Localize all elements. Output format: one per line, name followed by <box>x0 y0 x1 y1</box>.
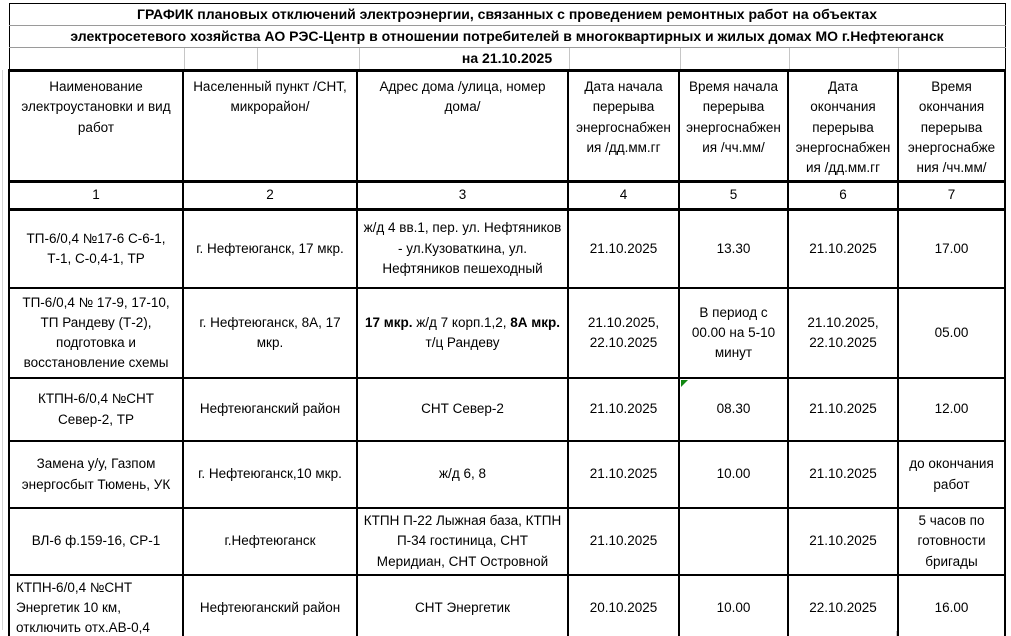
cell-date-end: 22.10.2025 <box>787 573 899 636</box>
cell-installation: ВЛ-6 ф.159-16, СР-1 <box>8 507 184 576</box>
column-number-1: 1 <box>8 180 184 211</box>
faint-gridline <box>568 48 570 69</box>
cell-settlement: г. Нефтеюганск, 8А, 17 мкр. <box>182 287 358 379</box>
table-row: КТПН-6/0,4 №СНТ Энергетик 10 км, отключи… <box>8 573 1007 636</box>
column-number-row: 1 2 3 4 5 6 7 <box>8 180 1007 211</box>
cell-installation: КТПН-6/0,4 №СНТ Север-2, ТР <box>8 377 184 442</box>
address-bold-part: 8А мкр. <box>510 314 561 330</box>
table-title-line-3: на 21.10.2025 <box>8 47 1006 72</box>
faint-gridline <box>897 48 899 69</box>
column-header-date-end: Дата окончания перерыва энергоснабжения … <box>787 68 899 183</box>
cell-time-end: до окончания работ <box>896 440 1007 509</box>
cell-date-end: 21.10.2025 <box>787 377 899 442</box>
faint-gridline <box>183 48 185 69</box>
error-indicator-triangle <box>681 380 688 387</box>
cell-date-start: 21.10.2025, 22.10.2025 <box>567 287 680 379</box>
cell-time-start: 08.30 <box>678 377 789 442</box>
column-number-7: 7 <box>896 180 1007 211</box>
address-text-part: т/ц Рандеву <box>425 335 500 350</box>
address-text-part: ж/д 7 корп.1,2, <box>412 314 511 330</box>
table-row: Замена у/у, Газпом энергосбыт Тюмень, УК… <box>8 440 1007 509</box>
cell-time-start: В период с 00.00 на 5-10 минут <box>678 287 789 379</box>
cell-date-end: 21.10.2025, 22.10.2025 <box>787 287 899 379</box>
cell-installation: Замена у/у, Газпом энергосбыт Тюмень, УК <box>8 440 184 509</box>
cell-date-end: 21.10.2025 <box>787 507 899 576</box>
cell-address: 17 мкр. ж/д 7 корп.1,2, 8А мкр. т/ц Ранд… <box>356 287 569 379</box>
table-row: ТП-6/0,4 № 17-9, 17-10, ТП Рандеву (Т-2)… <box>8 287 1007 379</box>
cell-installation: КТПН-6/0,4 №СНТ Энергетик 10 км, отключи… <box>8 573 184 636</box>
cell-time-start: 13.30 <box>678 208 789 289</box>
cell-address: СНТ Север-2 <box>356 377 569 442</box>
title-date-text: на 21.10.2025 <box>461 50 553 67</box>
faint-gridline <box>358 48 360 69</box>
cell-settlement: Нефтеюганский район <box>182 377 358 442</box>
cell-time-end: 05.00 <box>896 287 1007 379</box>
column-header-settlement: Населенный пункт /СНТ, микрорайон/ <box>182 68 358 183</box>
cell-time-start: 10.00 <box>678 440 789 509</box>
cell-address: ж/д 4 вв.1, пер. ул. Нефтяников - ул.Куз… <box>356 208 569 289</box>
cell-installation: ТП-6/0,4 № 17-9, 17-10, ТП Рандеву (Т-2)… <box>8 287 184 379</box>
cell-settlement: г. Нефтеюганск, 17 мкр. <box>182 208 358 289</box>
cell-date-start: 21.10.2025 <box>567 208 680 289</box>
faint-gridline <box>788 48 790 69</box>
table-title-line-2: электросетевого хозяйства АО РЭС-Центр в… <box>8 25 1006 48</box>
column-number-2: 2 <box>182 180 358 211</box>
column-number-6: 6 <box>787 180 899 211</box>
cell-date-start: 21.10.2025 <box>567 377 680 442</box>
sheet-gridline <box>2 70 3 630</box>
cell-settlement: Нефтеюганский район <box>182 573 358 636</box>
cell-time-end: 12.00 <box>896 377 1007 442</box>
time-start-text: 08.30 <box>716 401 751 417</box>
cell-date-start: 21.10.2025 <box>567 507 680 576</box>
cell-date-start: 20.10.2025 <box>567 573 680 636</box>
table-title-line-1: ГРАФИК плановых отключений электроэнерги… <box>8 3 1006 26</box>
column-header-time-end: Время окончания перерыва энергоснабжения… <box>896 68 1007 183</box>
faint-gridline <box>256 48 258 69</box>
cell-date-start: 21.10.2025 <box>567 440 680 509</box>
column-header-time-start: Время начала перерыва энергоснабжения /ч… <box>678 68 789 183</box>
column-header-date-start: Дата начала перерыва энергоснабжения /дд… <box>567 68 680 183</box>
cell-address: СНТ Энергетик <box>356 573 569 636</box>
header-row: Наименование электроустановки и вид рабо… <box>8 68 1007 183</box>
column-number-4: 4 <box>567 180 680 211</box>
cell-address: КТПН П-22 Лыжная база, КТПН П-34 гостини… <box>356 507 569 576</box>
faint-gridline <box>679 48 681 69</box>
cell-settlement: г.Нефтеюганск <box>182 507 358 576</box>
cell-time-end: 16.00 <box>896 573 1007 636</box>
cell-date-end: 21.10.2025 <box>787 208 899 289</box>
cell-time-end: 5 часов по готовности бригады <box>896 507 1007 576</box>
column-header-address: Адрес дома /улица, номер дома/ <box>356 68 569 183</box>
table-row: КТПН-6/0,4 №СНТ Север-2, ТР Нефтеюгански… <box>8 377 1007 442</box>
cell-time-start: 10.00 <box>678 573 789 636</box>
table-row: ВЛ-6 ф.159-16, СР-1 г.Нефтеюганск КТПН П… <box>8 507 1007 576</box>
outage-schedule-table: ГРАФИК плановых отключений электроэнерги… <box>8 3 1007 636</box>
cell-installation: ТП-6/0,4 №17-6 С-6-1, Т-1, С-0,4-1, ТР <box>8 208 184 289</box>
column-number-3: 3 <box>356 180 569 211</box>
address-bold-part: 17 мкр. <box>364 314 413 330</box>
table-row: ТП-6/0,4 №17-6 С-6-1, Т-1, С-0,4-1, ТР г… <box>8 208 1007 289</box>
cell-time-start <box>678 507 789 576</box>
cell-address: ж/д 6, 8 <box>356 440 569 509</box>
cell-date-end: 21.10.2025 <box>787 440 899 509</box>
cell-settlement: г. Нефтеюганск,10 мкр. <box>182 440 358 509</box>
column-number-5: 5 <box>678 180 789 211</box>
column-header-installation: Наименование электроустановки и вид рабо… <box>8 68 184 183</box>
cell-time-end: 17.00 <box>896 208 1007 289</box>
